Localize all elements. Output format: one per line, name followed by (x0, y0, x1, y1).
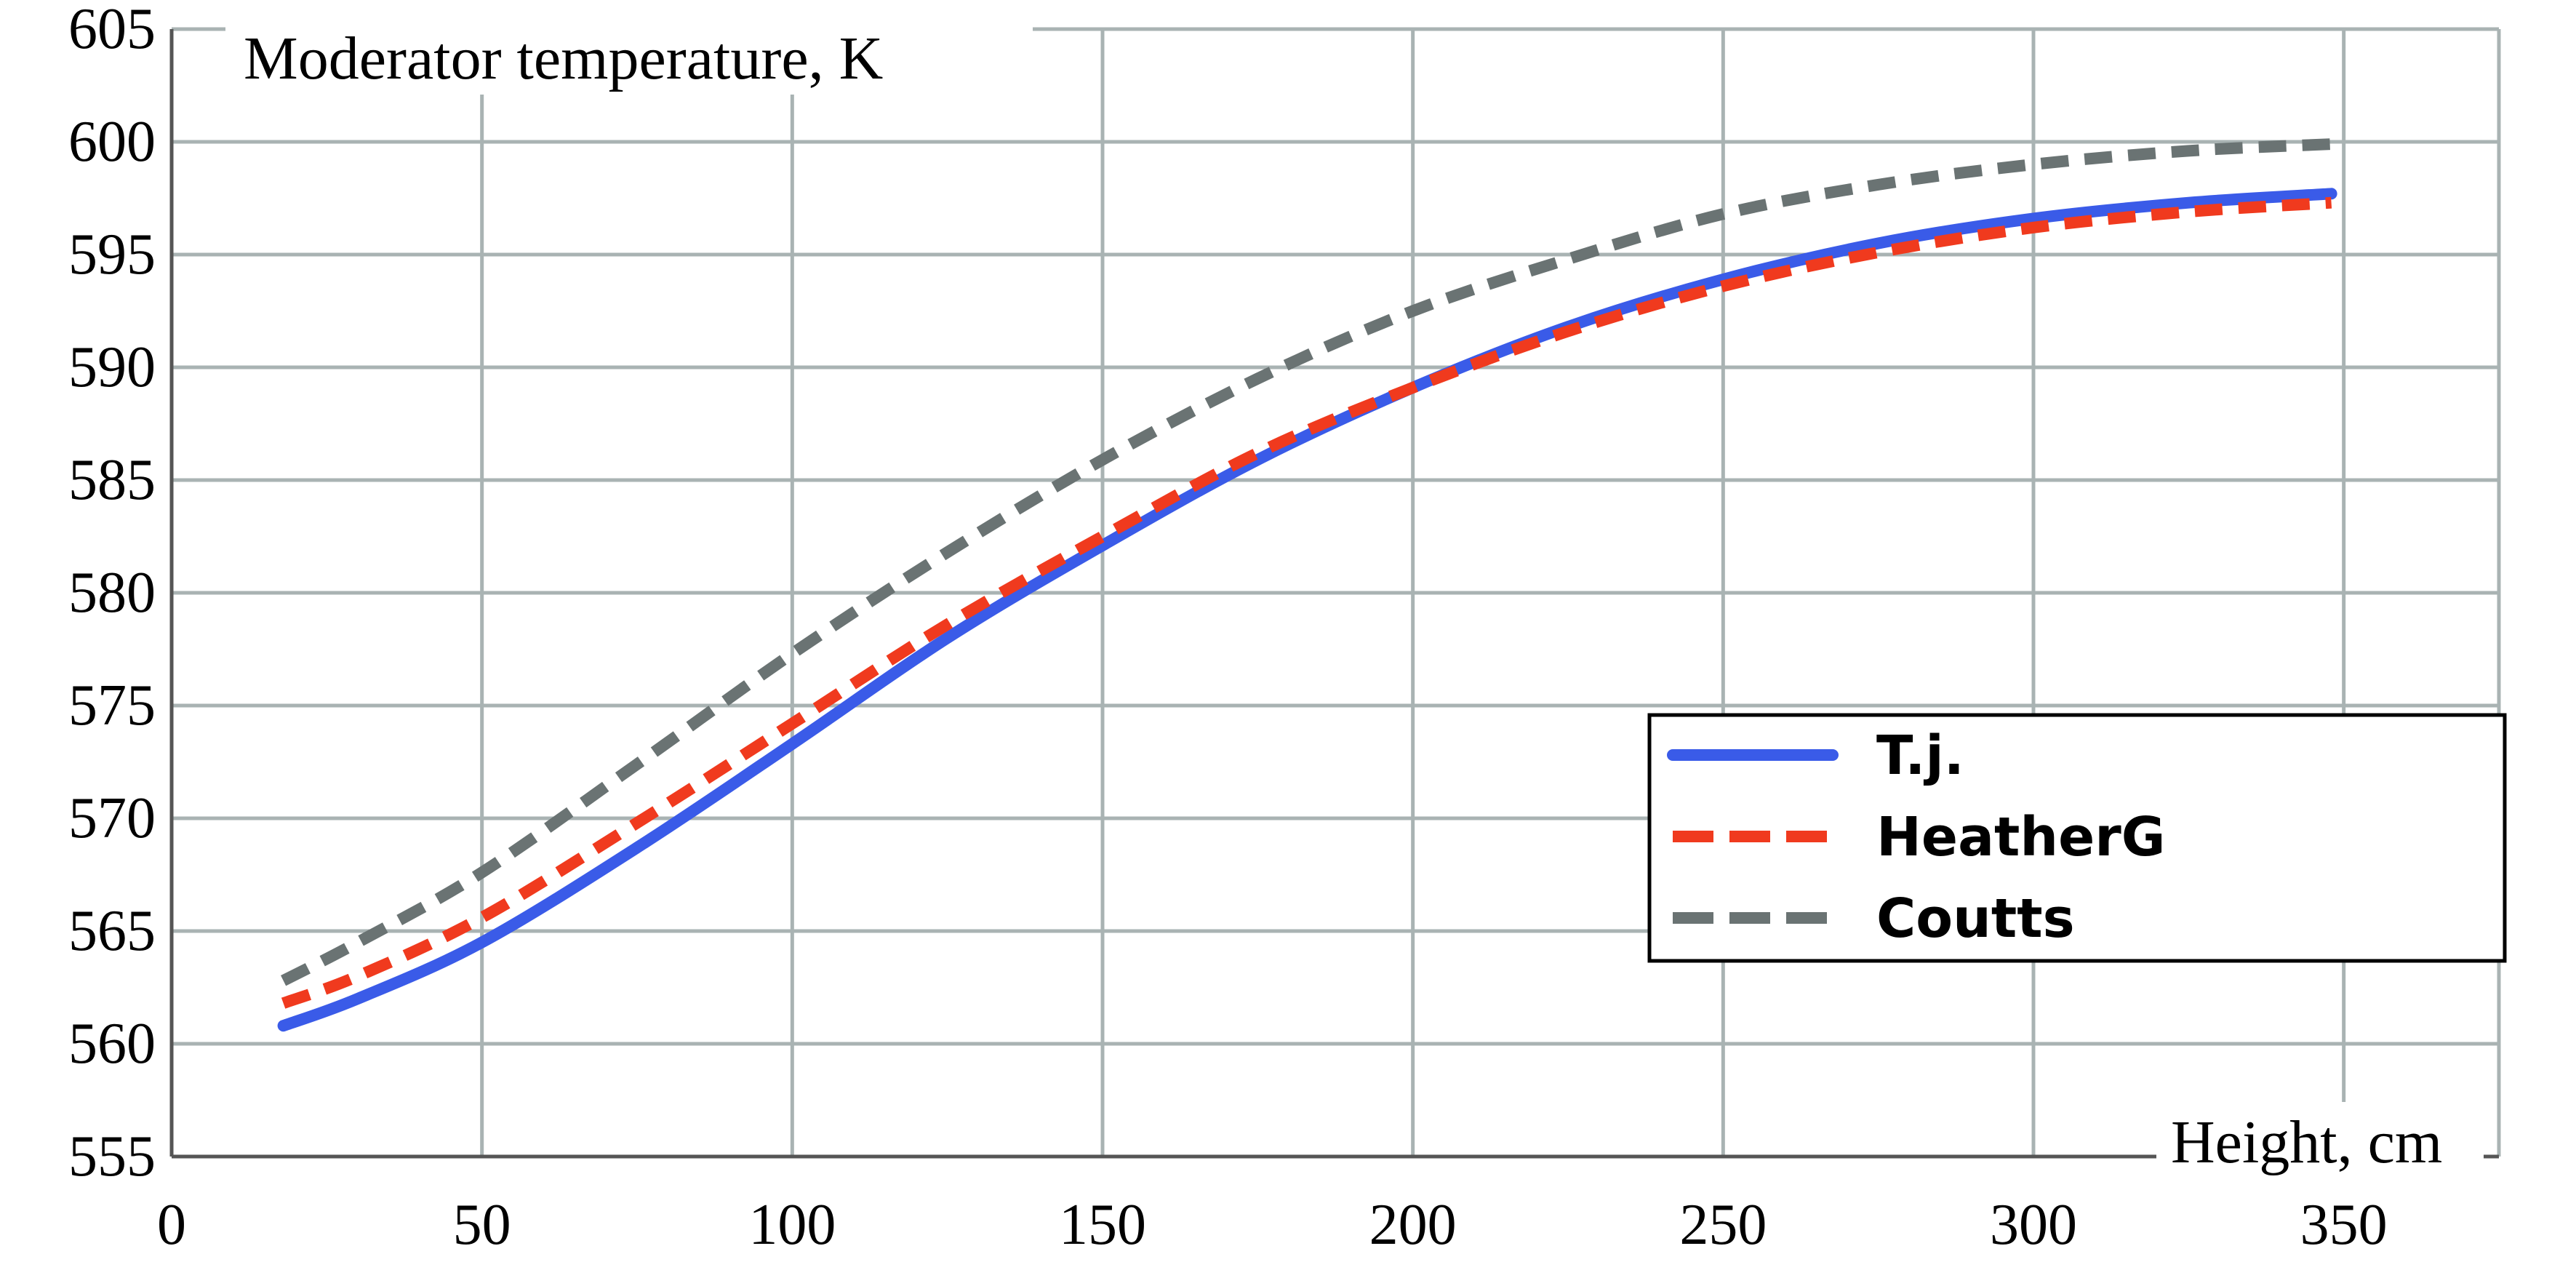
x-tick-label-0: 0 (157, 1193, 186, 1257)
x-axis-label: Height, cm (2171, 1109, 2442, 1176)
axes (169, 29, 2499, 1159)
legend-label-heatherg: HeatherG (1876, 806, 2166, 868)
y-tick-label-585: 585 (68, 448, 156, 512)
y-tick-label-555: 555 (68, 1125, 156, 1189)
grid (172, 27, 2501, 1157)
legend-label-coutts: Coutts (1876, 887, 2075, 950)
legend: T.j. HeatherG Coutts (1647, 713, 2507, 963)
y-tick-label-565: 565 (68, 899, 156, 963)
y-tick-label-590: 590 (68, 335, 156, 399)
y-tick-label-605: 605 (68, 0, 156, 61)
x-tick-label-200: 200 (1369, 1193, 1457, 1257)
y-axis-label: Moderator temperature, K (244, 25, 883, 92)
x-tick-label-300: 300 (1990, 1193, 2077, 1257)
x-tick-label-250: 250 (1679, 1193, 1767, 1257)
y-tick-label-560: 560 (68, 1012, 156, 1076)
x-tick-label-100: 100 (748, 1193, 836, 1257)
ylabel-background (225, 15, 1033, 95)
y-tick-label-575: 575 (68, 674, 156, 738)
series-line-heatherg (281, 196, 2332, 1009)
y-tick-label-600: 600 (68, 110, 156, 174)
y-tick-label-580: 580 (68, 561, 156, 625)
tick-labels: 555 560 565 570 575 580 585 590 595 600 605 0 50 100 1… (68, 0, 2388, 1257)
xlabel-background (2156, 1102, 2484, 1182)
legend-label-tj: T.j. (1876, 724, 1964, 787)
series-line-coutts (280, 138, 2332, 986)
y-tick-label-570: 570 (68, 786, 156, 850)
x-tick-label-350: 350 (2300, 1193, 2388, 1257)
series-line-t-j (277, 188, 2337, 1032)
x-tick-label-150: 150 (1059, 1193, 1146, 1257)
x-tick-label-50: 50 (453, 1193, 511, 1257)
series-lines (277, 138, 2337, 1032)
y-tick-label-595: 595 (68, 223, 156, 287)
